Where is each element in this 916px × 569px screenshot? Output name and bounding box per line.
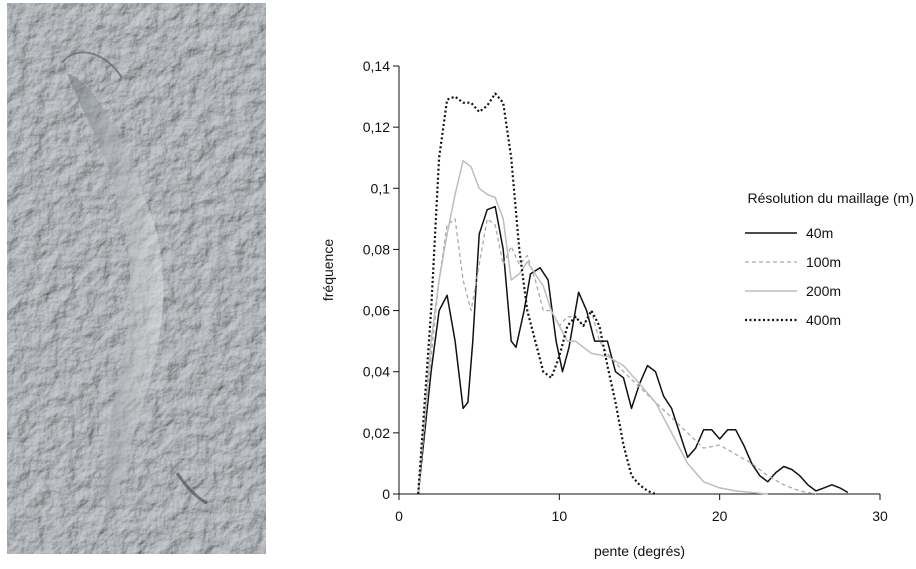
- series-line-100m: [417, 218, 817, 495]
- legend-label-40m: 40m: [806, 225, 833, 241]
- legend-label-200m: 200m: [806, 283, 841, 299]
- y-tick-label: 0,04: [363, 364, 390, 380]
- y-tick-label: 0,14: [363, 58, 390, 74]
- legend-title: Résolution du maillage (m): [747, 190, 914, 206]
- legend-label-400m: 400m: [806, 312, 841, 328]
- legend-label-100m: 100m: [806, 254, 841, 270]
- series-layer: [417, 92, 849, 496]
- chart-legend: Résolution du maillage (m) 40m 100m 200m 400…: [745, 190, 914, 328]
- series-line-200m: [417, 160, 768, 495]
- y-tick-label: 0,1: [371, 180, 391, 196]
- y-tick-label: 0,02: [363, 425, 390, 441]
- series-line-40m: [417, 205, 849, 495]
- series-line-400m: [417, 92, 656, 496]
- y-axis-title: fréquence: [320, 239, 336, 301]
- y-tick-label: 0,12: [363, 119, 390, 135]
- chart-axes: 0 0,02 0,04 0,06 0,08 0,1 0,12 0,14 0 10 20 30 pente…: [320, 58, 888, 559]
- y-tick-label: 0,06: [363, 303, 390, 319]
- y-tick-label: 0,08: [363, 241, 390, 257]
- landslide-body: [67, 73, 164, 523]
- gully-line: [175, 472, 208, 505]
- hillshade-relief-image: [7, 3, 266, 554]
- x-tick-label: 0: [395, 508, 403, 524]
- y-tick-label: 0: [382, 486, 390, 502]
- slope-frequency-chart: 0 0,02 0,04 0,06 0,08 0,1 0,12 0,14 0 10 20 30 pente…: [320, 58, 914, 559]
- x-axis-title: pente (degrés): [594, 543, 685, 559]
- x-tick-label: 10: [552, 508, 568, 524]
- x-tick-label: 20: [712, 508, 728, 524]
- x-tick-label: 30: [872, 508, 888, 524]
- landslide-scarp: [61, 51, 123, 79]
